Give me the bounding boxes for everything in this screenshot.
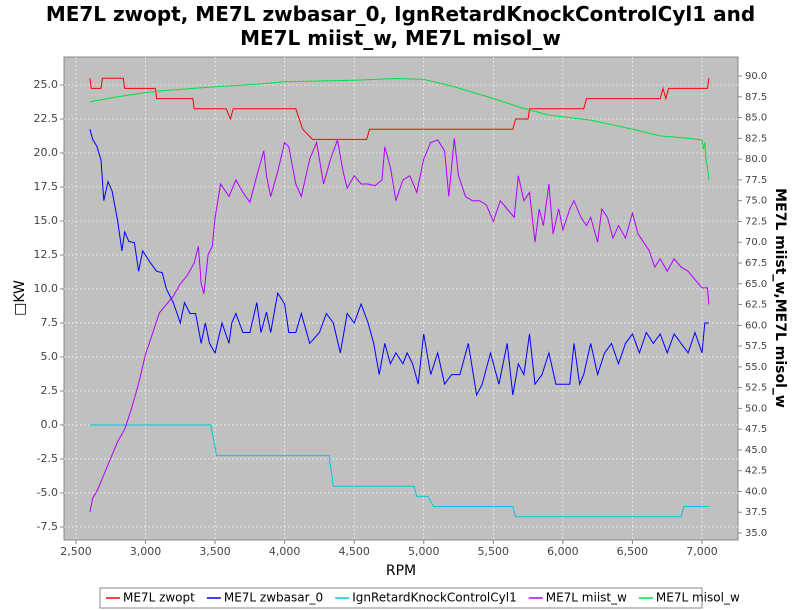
y2-tick-label: 80.0 [745,154,767,165]
y2-tick-label: 90.0 [745,71,767,82]
y2-tick-label: 57.5 [745,341,767,352]
y-tick-label: 15.0 [34,214,59,227]
y2-tick-label: 50.0 [745,403,767,414]
y2-tick-label: 40.0 [745,486,767,497]
y2-tick-label: 37.5 [745,507,767,518]
x-tick-label: 7,000 [686,545,718,558]
y2-tick-label: 35.0 [745,528,767,539]
y-tick-label: -5.0 [37,486,58,499]
y-tick-label: 17.5 [34,180,59,193]
y2-tick-label: 77.5 [745,175,767,186]
x-tick-label: 3,500 [199,545,231,558]
y2-tick-label: 45.0 [745,445,767,456]
x-tick-label: 4,000 [269,545,301,558]
series-line [89,424,709,518]
y2-tick-label: 67.5 [745,258,767,269]
y2-axis-label: ME7L miist_w,ME7L misol_w [772,188,788,408]
y2-tick-label: 55.0 [745,362,767,373]
y-tick-label: 20.0 [34,146,59,159]
y-tick-label: 12.5 [34,248,59,261]
y2-tick-label: 62.5 [745,300,767,311]
y-tick-label: 7.5 [41,316,59,329]
y-tick-label: 0.0 [41,418,59,431]
y-tick-label: 25.0 [34,78,59,91]
legend-label: IgnRetardKnockControlCyl1 [352,591,517,605]
y-tick-label: -7.5 [37,520,58,533]
series-line [89,77,710,180]
y2-tick-label: 42.5 [745,466,767,477]
legend-label: ME7L misol_w [656,591,740,605]
x-axis-label: RPM [386,563,416,579]
y-tick-label: 2.5 [41,384,59,397]
y2-tick-label: 60.0 [745,320,767,331]
series-line [89,138,710,513]
y-tick-label: -2.5 [37,452,58,465]
y-tick-label: 5.0 [41,350,59,363]
x-tick-label: 5,000 [408,545,440,558]
y2-tick-label: 70.0 [745,237,767,248]
y2-tick-label: 65.0 [745,279,767,290]
chart-title: ME7L zwopt, ME7L zwbasar_0, IgnRetardKno… [45,2,756,50]
x-tick-label: 6,000 [547,545,579,558]
legend-label: ME7L zwbasar_0 [224,591,323,605]
series-line [89,129,709,397]
y2-tick-label: 52.5 [745,383,767,394]
x-tick-label: 6,500 [617,545,649,558]
y2-tick-label: 87.5 [745,92,767,103]
y2-tick-label: 75.0 [745,196,767,207]
y2-tick-label: 47.5 [745,424,767,435]
legend-label: ME7L zwopt [123,591,195,605]
x-tick-label: 2,500 [60,545,92,558]
x-tick-label: 3,000 [130,545,162,558]
series-line [89,77,710,140]
legend [99,587,703,609]
y-tick-label: 22.5 [34,112,59,125]
legend-label: ME7L miist_w [546,591,627,605]
y-tick-label: 10.0 [34,282,59,295]
x-tick-label: 4,500 [338,545,370,558]
plot-area [63,56,739,541]
y2-tick-label: 82.5 [745,133,767,144]
y2-tick-label: 85.0 [745,113,767,124]
y-axis-label: □KW [12,280,28,316]
x-tick-label: 5,500 [478,545,510,558]
y2-tick-label: 72.5 [745,216,767,227]
